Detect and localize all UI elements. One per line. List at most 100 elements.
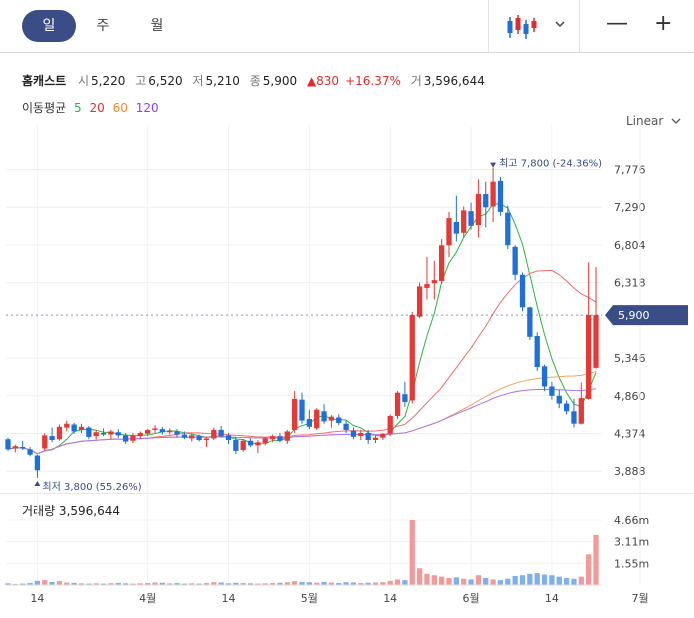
ma-60[interactable]: 60 — [112, 101, 128, 115]
volume-bar — [100, 583, 107, 585]
candle-body — [233, 440, 239, 451]
candle-body — [394, 392, 401, 416]
volume-bar — [593, 534, 599, 585]
volume-bar — [549, 575, 555, 585]
chevron-down-icon — [671, 118, 681, 124]
change-value: ▲830 — [306, 74, 340, 88]
zoom-in-button[interactable]: + — [654, 11, 673, 36]
volume-bar — [527, 573, 533, 585]
change-percent: +16.37% — [345, 74, 401, 88]
volume-title: 거래량 3,596,644 — [22, 504, 121, 518]
candle-body — [159, 429, 165, 433]
volume-bar — [497, 580, 504, 585]
candle-body — [277, 436, 283, 441]
volume-bar — [468, 579, 474, 585]
volume-bar — [78, 583, 85, 585]
candle-body — [20, 446, 26, 449]
candle-body — [328, 416, 335, 421]
candle-body — [541, 366, 548, 387]
chart-type-button[interactable] — [500, 10, 570, 42]
volume-bar — [475, 575, 482, 585]
volume-bar — [86, 583, 92, 585]
volume-bar — [225, 583, 232, 585]
candle-body — [225, 435, 232, 440]
stock-info: 홈캐스트 시 5,220 고 6,520 저 5,210 종 5,900 ▲830 +16… — [22, 72, 491, 89]
volume-bar — [563, 578, 570, 585]
volume-bar — [64, 582, 70, 585]
current-price-tag — [605, 305, 688, 326]
x-tick-label: 14 — [383, 592, 397, 605]
volume-bar — [461, 578, 467, 585]
candle-body — [292, 398, 298, 430]
candle-body — [167, 430, 173, 433]
candle-body — [247, 440, 254, 446]
x-tick-label: 4월 — [139, 592, 156, 605]
volume-bar — [541, 574, 548, 585]
x-tick-label: 5월 — [301, 592, 318, 605]
ma-20-line — [7, 269, 597, 455]
chevron-down-icon — [555, 21, 565, 28]
ma-20[interactable]: 20 — [89, 101, 105, 115]
ma-5[interactable]: 5 — [74, 101, 82, 115]
volume-bar — [483, 578, 489, 585]
ma-legend: 이동평균 5 20 60 120 — [22, 99, 163, 116]
volume-bar — [159, 582, 165, 585]
candle-body — [490, 181, 496, 207]
volume-bar — [490, 579, 496, 585]
volume-bar — [321, 581, 327, 585]
ma-120[interactable]: 120 — [135, 101, 159, 115]
candle-body — [306, 419, 312, 427]
candle-body — [27, 449, 33, 455]
tab-daily[interactable]: 일 — [22, 10, 76, 42]
low-marker — [34, 481, 41, 487]
candle-body — [475, 194, 482, 226]
candle-body — [78, 426, 85, 430]
candle-body — [505, 212, 511, 246]
scale-label: Linear — [626, 114, 664, 128]
divider — [488, 0, 489, 52]
candle-body — [431, 280, 437, 284]
candle-body — [336, 417, 342, 423]
high-value: 6,520 — [148, 74, 183, 88]
candle-body — [189, 435, 195, 439]
candle-body — [461, 210, 467, 233]
candle-body — [468, 211, 474, 226]
stock-name: 홈캐스트 — [22, 74, 67, 88]
volume-bar — [233, 582, 239, 585]
volume-bar — [145, 583, 151, 585]
volume-bar — [586, 554, 592, 585]
volume-bar — [152, 582, 158, 585]
volume-bar — [181, 583, 188, 585]
close-value: 5,900 — [262, 74, 298, 88]
candle-body — [571, 411, 577, 424]
y-tick-label: 6,318 — [614, 277, 646, 290]
volume-bar — [328, 582, 335, 585]
open-value: 5,220 — [91, 74, 126, 88]
candle-body — [64, 423, 70, 428]
volume-bar — [189, 583, 195, 585]
close-label: 종 — [249, 74, 261, 88]
volume-bar — [34, 580, 41, 585]
zoom-out-button[interactable]: — — [606, 11, 628, 36]
high-label: 고 — [135, 74, 147, 88]
low-annotation: 최저 3,800 (55.26%) — [42, 481, 141, 493]
tab-weekly[interactable]: 주 — [96, 18, 110, 34]
volume-bar — [453, 577, 459, 585]
y-tick-label: 7,776 — [614, 164, 646, 177]
tab-monthly[interactable]: 월 — [150, 18, 164, 34]
low-value: 5,210 — [205, 74, 240, 88]
candle-body — [497, 180, 504, 212]
candle-body — [446, 218, 452, 246]
candle-body — [122, 435, 129, 442]
volume-bar — [387, 580, 393, 585]
candle-body — [115, 432, 121, 436]
candle-body — [343, 423, 349, 430]
volume-bar — [578, 576, 584, 585]
candle-body — [365, 433, 371, 440]
volume-tick-label: 4.66m — [614, 514, 649, 527]
scale-selector[interactable]: Linear — [626, 114, 681, 128]
high-annotation: 최고 7,800 (-24.36%) — [499, 158, 602, 170]
candle-body — [211, 429, 217, 439]
volume-bar — [380, 582, 386, 585]
